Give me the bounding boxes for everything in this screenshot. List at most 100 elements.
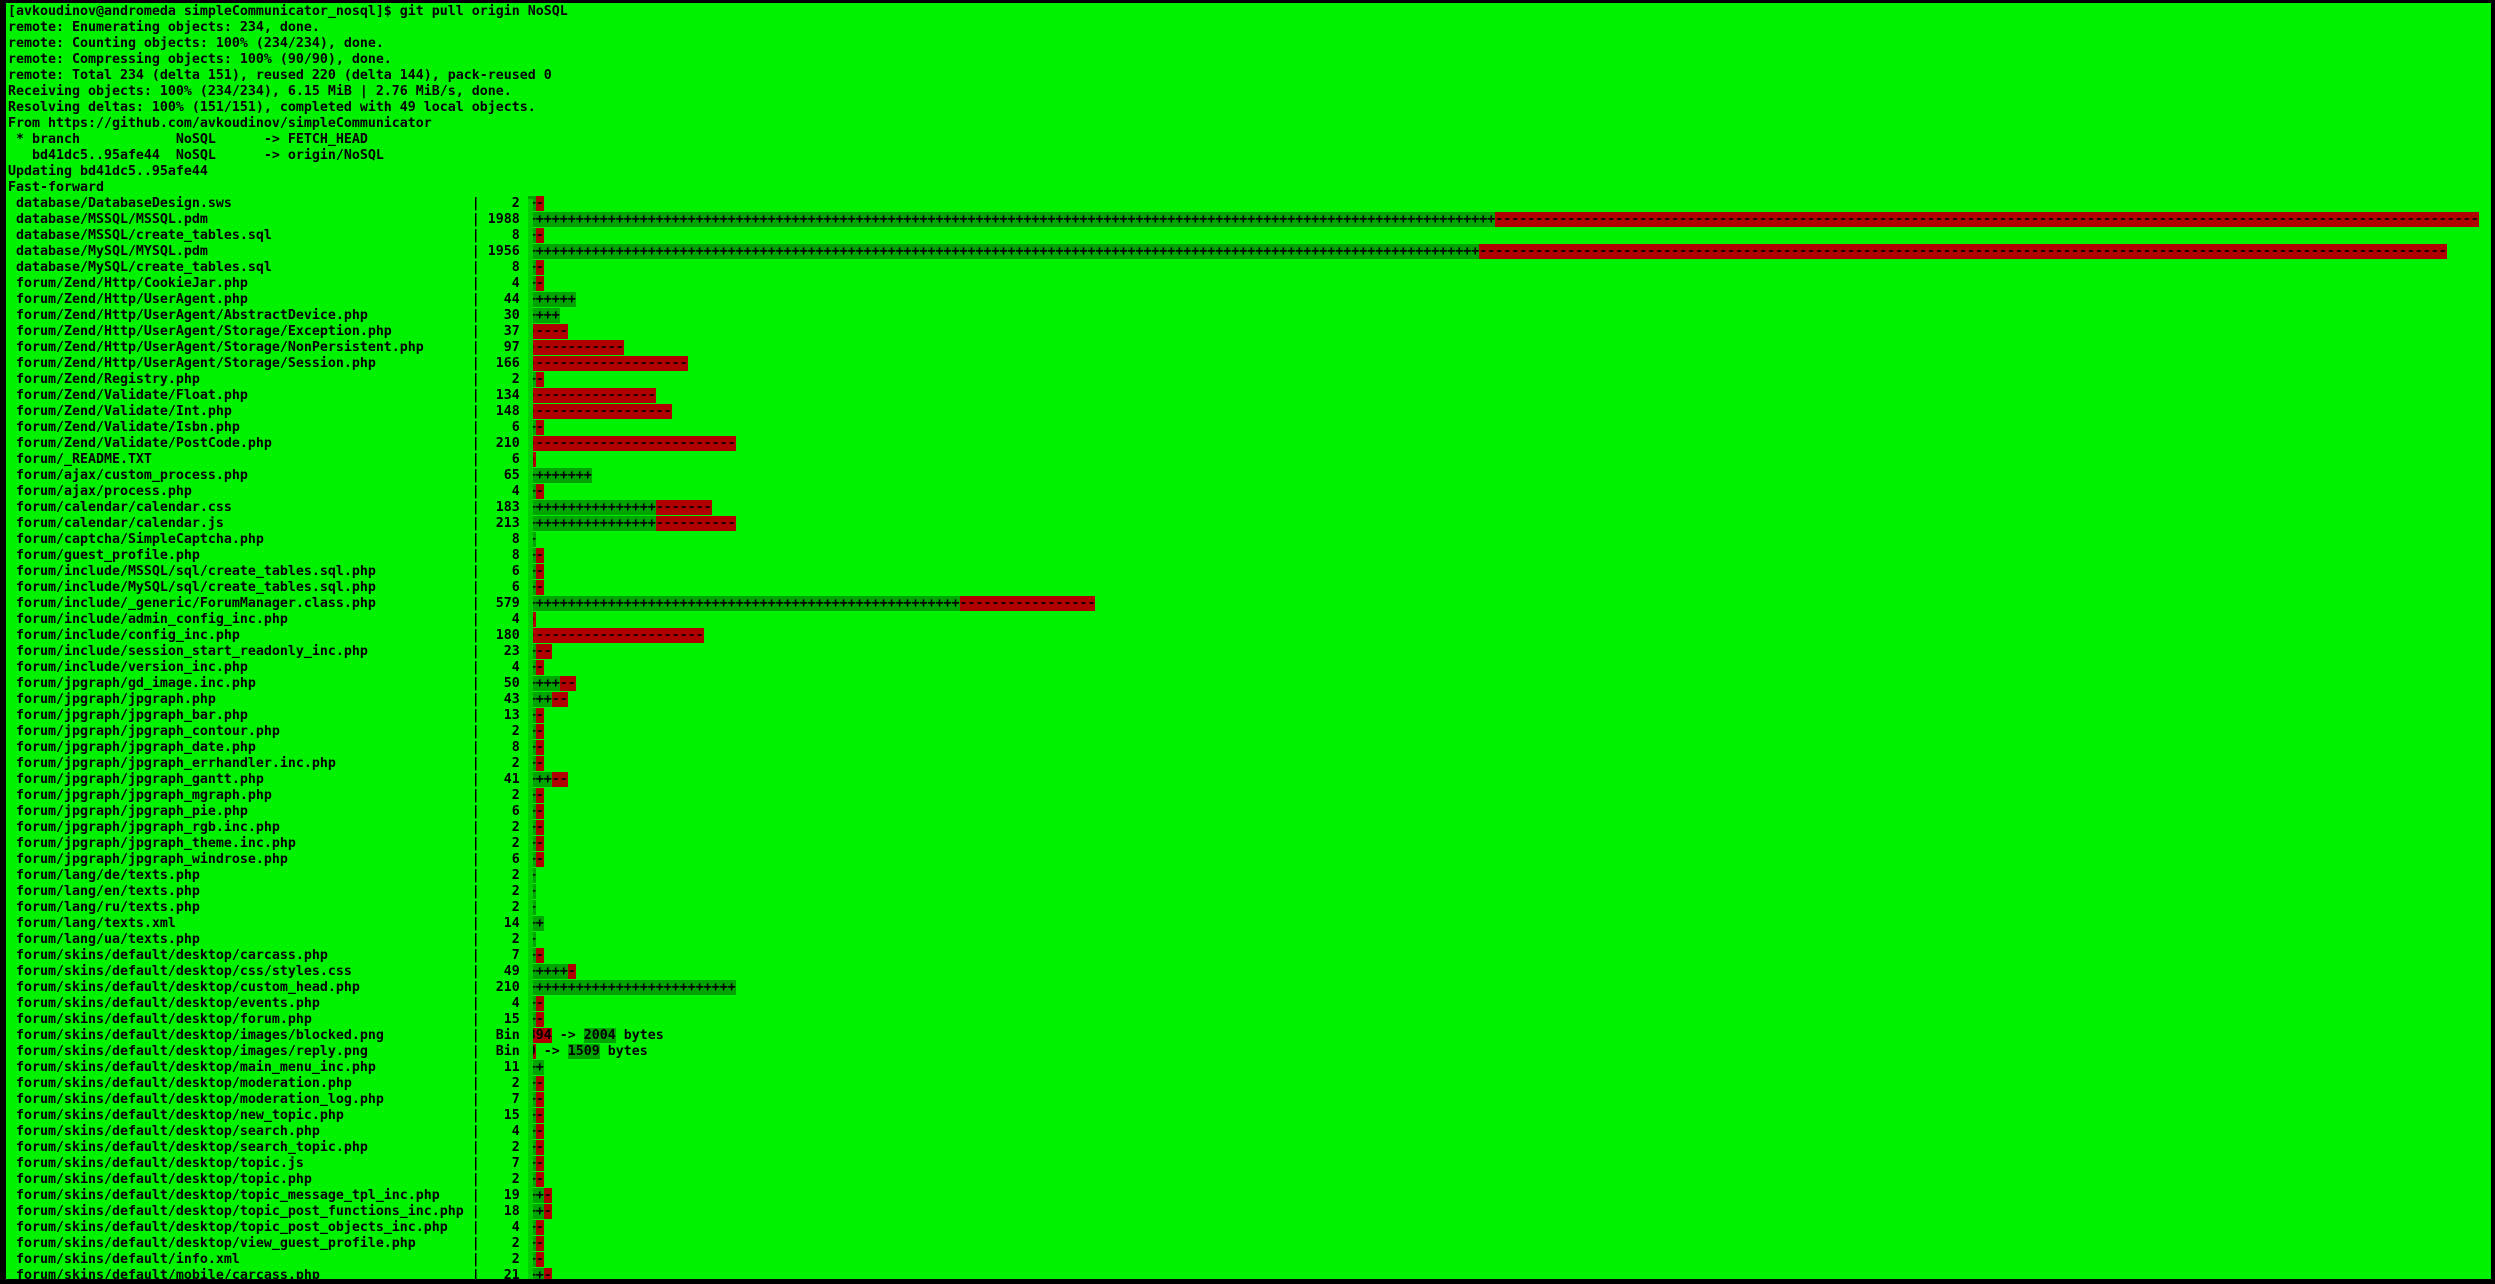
insertions-bar: + [527,868,536,883]
file-path-and-count: forum/Zend/Http/UserAgent/Storage/NonPer… [8,340,528,355]
deletions-bar: - [543,1268,552,1279]
file-stat-line: forum/skins/default/desktop/search.php |… [8,1124,2491,1140]
insertions-bar: + [527,948,536,963]
file-path-and-count: forum/skins/default/desktop/topic.php | … [8,1172,528,1187]
terminal-line: Updating bd41dc5..95afe44 [8,164,208,179]
file-path-and-count: forum/skins/default/desktop/new_topic.ph… [8,1108,528,1123]
file-path-and-count: forum/skins/default/desktop/carcass.php … [8,948,528,963]
insertions-bar: +++ [527,692,552,707]
insertions-bar: + [527,1076,536,1091]
bin-old-size: 0 [527,1044,536,1059]
insertions-bar: + [527,900,536,915]
file-path-and-count: forum/captcha/SimpleCaptcha.php | 8 [8,532,528,547]
insertions-bar: + [527,1252,536,1267]
file-path-and-count: forum/jpgraph/jpgraph_mgraph.php | 2 [8,788,528,803]
insertions-bar: +++++ [527,964,568,979]
terminal-line: Resolving deltas: 100% (151/151), comple… [8,100,536,115]
file-stat-line: forum/jpgraph/jpgraph_windrose.php | 6 +… [8,852,2491,868]
file-stat-line: forum/skins/default/desktop/view_guest_p… [8,1236,2491,1252]
file-path-and-count: forum/jpgraph/jpgraph_bar.php | 13 [8,708,528,723]
terminal-line: remote: Counting objects: 100% (234/234)… [8,36,384,51]
deletions-bar: - [535,1252,544,1267]
file-stat-line: forum/include/version_inc.php | 4 +- [8,660,2491,676]
file-path-and-count: forum/Zend/Validate/Int.php | 148 [8,404,528,419]
file-path-and-count: database/MSSQL/create_tables.sql | 8 [8,228,528,243]
file-path-and-count: forum/skins/default/desktop/moderation.p… [8,1076,528,1091]
insertions-bar: + [527,1092,536,1107]
bin-new-size: 2004 [583,1028,616,1043]
file-path-and-count: forum/skins/default/desktop/view_guest_p… [8,1236,528,1251]
file-path-and-count: forum/skins/default/info.xml | 2 [8,1252,528,1267]
deletions-bar: - [543,1204,552,1219]
file-stat-line: forum/jpgraph/jpgraph_mgraph.php | 2 +- [8,788,2491,804]
file-path-and-count: forum/skins/default/mobile/carcass.php |… [8,1268,528,1279]
deletions-bar: - [535,1108,544,1123]
terminal-screen[interactable]: [avkoudinov@andromeda simpleCommunicator… [6,3,2491,1279]
file-path-and-count: forum/include/admin_config_inc.php | 4 [8,612,528,627]
deletions-bar: - [535,548,544,563]
file-stat-line: forum/skins/default/desktop/moderation.p… [8,1076,2491,1092]
file-stat-line: database/MSSQL/MSSQL.pdm | 1988 ++++++++… [8,212,2491,228]
file-stat-line: forum/captcha/SimpleCaptcha.php | 8 + [8,532,2491,548]
file-path-and-count: forum/Zend/Validate/Float.php | 134 [8,388,528,403]
file-stat-line: forum/lang/en/texts.php | 2 + [8,884,2491,900]
deletions-bar: - [535,820,544,835]
insertions-bar: ++++++ [527,292,576,307]
deletions-bar: - [535,1124,544,1139]
deletions-bar: -------------------------- [527,436,736,451]
file-path-and-count: forum/skins/default/desktop/topic_post_o… [8,1220,528,1235]
file-stat-line: forum/Zend/Validate/Float.php | 134 ----… [8,388,2491,404]
insertions-bar: ++++++++++++++++ [527,516,656,531]
file-stat-line: forum/ajax/custom_process.php | 65 +++++… [8,468,2491,484]
file-path-and-count: forum/Zend/Validate/PostCode.php | 210 [8,436,528,451]
insertions-bar: + [527,660,536,675]
file-path-and-count: forum/jpgraph/jpgraph_errhandler.inc.php… [8,756,528,771]
insertions-bar: + [527,756,536,771]
file-stat-line: forum/jpgraph/gd_image.inc.php | 50 ++++… [8,676,2491,692]
terminal-output: [avkoudinov@andromeda simpleCommunicator… [6,3,2491,1279]
file-path-and-count: forum/jpgraph/jpgraph_pie.php | 6 [8,804,528,819]
deletions-bar: - [535,276,544,291]
deletions-bar: ---------------- [527,388,656,403]
file-stat-line: forum/jpgraph/jpgraph_gantt.php | 41 +++… [8,772,2491,788]
insertions-bar: + [527,836,536,851]
insertions-bar: + [527,884,536,899]
file-stat-line: forum/jpgraph/jpgraph_contour.php | 2 +- [8,724,2491,740]
file-path-and-count: forum/jpgraph/jpgraph_windrose.php | 6 [8,852,528,867]
file-stat-line: forum/skins/default/info.xml | 2 +- [8,1252,2491,1268]
insertions-bar: ++++++++ [527,468,592,483]
file-stat-line: forum/Zend/Validate/PostCode.php | 210 -… [8,436,2491,452]
file-stat-line: forum/include/MySQL/sql/create_tables.sq… [8,580,2491,596]
file-stat-line: forum/skins/default/desktop/custom_head.… [8,980,2491,996]
file-stat-line: forum/skins/default/desktop/images/reply… [8,1044,2491,1060]
file-stat-line: forum/skins/default/desktop/main_menu_in… [8,1060,2491,1076]
file-stat-line: forum/Zend/Http/CookieJar.php | 4 +- [8,276,2491,292]
insertions-bar: + [527,804,536,819]
file-path-and-count: forum/skins/default/desktop/custom_head.… [8,980,528,995]
deletions-bar: - [535,420,544,435]
file-path-and-count: forum/skins/default/desktop/search_topic… [8,1140,528,1155]
deletions-bar: - [535,756,544,771]
deletions-bar: ----------------- [959,596,1096,611]
bin-old-size: 394 [527,1028,552,1043]
file-stat-line: forum/skins/default/desktop/topic_messag… [8,1188,2491,1204]
deletions-bar: - [535,1092,544,1107]
file-stat-line: forum/skins/default/desktop/topic.js | 7… [8,1156,2491,1172]
deletions-bar: ----- [527,324,568,339]
insertions-bar: + [527,820,536,835]
deletions-bar: - [535,580,544,595]
deletions-bar: - [535,484,544,499]
file-path-and-count: forum/include/MSSQL/sql/create_tables.sq… [8,564,528,579]
insertions-bar: ++ [527,1204,544,1219]
file-path-and-count: forum/skins/default/desktop/topic_messag… [8,1188,528,1203]
insertions-bar: ++++++++++++++++ [527,500,656,515]
terminal-line: Fast-forward [8,180,104,195]
file-stat-line: forum/skins/default/desktop/images/block… [8,1028,2491,1044]
file-path-and-count: forum/include/MySQL/sql/create_tables.sq… [8,580,528,595]
file-stat-line: forum/skins/default/mobile/carcass.php |… [8,1268,2491,1279]
insertions-bar: ++++ [527,676,560,691]
file-stat-line: forum/calendar/calendar.css | 183 ++++++… [8,500,2491,516]
insertions-bar: + [527,484,536,499]
deletions-bar: - [535,1140,544,1155]
file-stat-line: forum/jpgraph/jpgraph.php | 43 +++-- [8,692,2491,708]
